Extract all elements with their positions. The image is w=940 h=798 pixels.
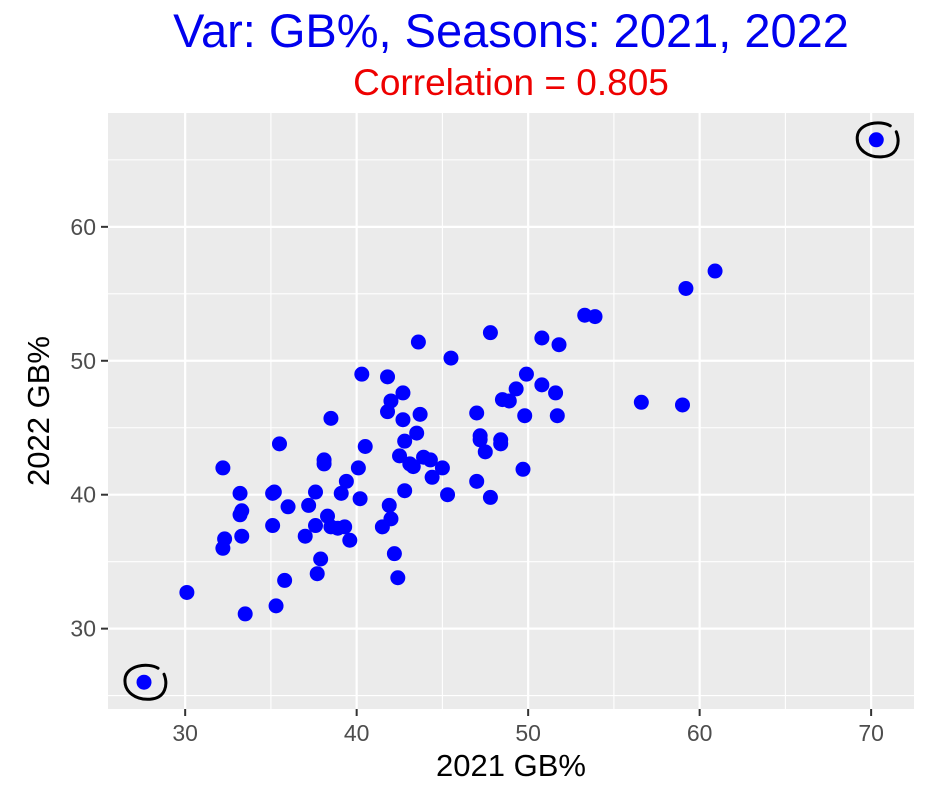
data-point: [390, 570, 406, 586]
data-point: [534, 330, 550, 346]
data-point: [395, 385, 411, 401]
data-point: [633, 394, 649, 410]
data-points: [136, 132, 884, 690]
x-axis-ticks: 30 40 50 60 70: [172, 709, 884, 746]
data-point: [868, 132, 884, 148]
data-point: [551, 337, 567, 353]
data-point: [383, 393, 399, 409]
data-point: [350, 460, 366, 476]
data-point: [234, 503, 250, 519]
data-point: [707, 263, 723, 279]
data-point: [587, 309, 603, 325]
y-tick-label: 40: [70, 482, 96, 508]
data-point: [482, 489, 498, 505]
data-point: [280, 499, 296, 515]
data-point: [215, 460, 231, 476]
data-point: [357, 438, 373, 454]
data-point: [386, 546, 402, 562]
x-tick-label: 60: [687, 720, 713, 746]
data-point: [136, 674, 152, 690]
data-point: [323, 410, 339, 426]
data-point: [234, 528, 250, 544]
data-point: [424, 469, 440, 485]
x-axis-label: 2021 GB%: [436, 748, 586, 783]
data-point: [237, 606, 253, 622]
data-point: [383, 511, 399, 527]
major-gridlines: [108, 113, 914, 709]
data-point: [434, 460, 450, 476]
data-point: [301, 497, 317, 513]
data-point: [268, 598, 284, 614]
data-point: [342, 532, 358, 548]
x-tick-label: 30: [172, 720, 198, 746]
circled-annotations: [123, 121, 900, 701]
chart-title: Var: GB%, Seasons: 2021, 2022: [173, 4, 849, 57]
minor-gridlines: [108, 113, 914, 709]
y-tick-label: 50: [70, 348, 96, 374]
x-tick-label: 70: [858, 720, 884, 746]
data-point: [337, 519, 353, 535]
y-axis-label: 2022 GB%: [21, 336, 56, 486]
y-axis-ticks: 30 40 50 60: [70, 214, 108, 642]
data-point: [548, 385, 564, 401]
data-point: [266, 484, 282, 500]
data-point: [472, 432, 488, 448]
data-point: [316, 456, 332, 472]
data-point: [422, 452, 438, 468]
annotation-circle: [855, 121, 900, 159]
data-point: [179, 584, 195, 600]
data-point: [308, 518, 324, 534]
data-point: [508, 381, 524, 397]
data-point: [380, 369, 396, 385]
data-point: [395, 412, 411, 428]
data-point: [277, 572, 293, 588]
data-point: [232, 485, 248, 501]
data-point: [333, 485, 349, 501]
data-point: [534, 377, 550, 393]
data-point: [515, 461, 531, 477]
data-point: [678, 280, 694, 296]
data-point: [517, 408, 533, 424]
x-tick-label: 40: [344, 720, 370, 746]
data-point: [482, 325, 498, 341]
y-tick-label: 30: [70, 616, 96, 642]
x-tick-label: 50: [515, 720, 541, 746]
data-point: [352, 491, 368, 507]
y-tick-label: 60: [70, 214, 96, 240]
data-point: [397, 483, 413, 499]
data-point: [381, 497, 397, 513]
data-point: [297, 528, 313, 544]
data-point: [313, 551, 329, 567]
annotation-circle: [123, 663, 168, 701]
data-point: [392, 448, 408, 464]
data-point: [409, 425, 425, 441]
data-point: [469, 405, 485, 421]
data-point: [412, 406, 428, 422]
data-point: [440, 487, 456, 503]
chart-subtitle: Correlation = 0.805: [353, 62, 669, 103]
data-point: [674, 397, 690, 413]
data-point: [308, 484, 324, 500]
plot-panel: [108, 113, 914, 709]
data-point: [410, 334, 426, 350]
data-point: [338, 473, 354, 489]
data-point: [265, 518, 281, 534]
data-point: [493, 436, 509, 452]
data-point: [271, 436, 287, 452]
data-point: [549, 408, 565, 424]
data-point: [397, 433, 413, 449]
data-point: [477, 444, 493, 460]
data-point: [405, 459, 421, 475]
data-point: [518, 366, 534, 382]
data-point: [469, 473, 485, 489]
data-point: [217, 531, 233, 547]
data-point: [443, 350, 459, 366]
data-point: [309, 566, 325, 582]
data-point: [501, 393, 517, 409]
data-point: [354, 366, 370, 382]
